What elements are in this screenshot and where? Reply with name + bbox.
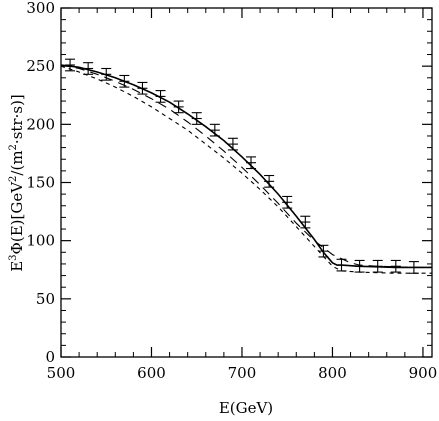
data-point	[155, 90, 166, 103]
series-line-solid	[61, 64, 432, 269]
y-tick-label: 50	[36, 290, 55, 308]
y-label-middle2-sup: 2	[8, 144, 19, 150]
series-line-long-dash	[61, 64, 432, 268]
y-label-middle2: /(m	[8, 150, 26, 175]
y-tick-label: 300	[26, 0, 55, 17]
data-point	[137, 81, 148, 95]
data-point	[372, 259, 383, 273]
y-axis-label: E3Φ(E)[GeV2/(m2·str·s)]	[8, 94, 26, 272]
data-point	[264, 174, 275, 188]
data-point	[336, 258, 347, 272]
data-point	[101, 67, 112, 81]
data-point	[209, 123, 220, 137]
y-label-prefix-sup: 3	[8, 254, 19, 260]
x-tick-label: 800	[318, 364, 347, 382]
data-point	[65, 58, 76, 72]
data-point	[354, 259, 365, 273]
series-line-short-dash	[61, 65, 432, 274]
x-tick-label: 500	[47, 364, 76, 382]
x-axis-label: E(GeV)	[219, 399, 273, 417]
y-label-middle: Φ(E)[GeV	[8, 181, 26, 255]
y-tick-label: 200	[26, 115, 55, 133]
data-point	[119, 74, 130, 88]
data-point	[408, 261, 419, 274]
data-point	[173, 100, 184, 114]
y-tick-label: 150	[26, 174, 55, 192]
data-point	[282, 195, 293, 209]
data-point	[318, 244, 329, 258]
y-label-middle-sup: 2	[8, 176, 19, 182]
y-label-suffix: ·str·s)]	[8, 94, 26, 144]
plot-area	[60, 7, 433, 358]
data-point	[191, 112, 202, 125]
y-tick-label: 250	[26, 57, 55, 75]
data-point	[300, 215, 311, 229]
data-point	[246, 156, 257, 170]
axis-ticks	[60, 7, 432, 358]
data-point	[83, 62, 94, 75]
data-point	[227, 137, 238, 151]
y-tick-label: 100	[26, 232, 55, 250]
x-tick-label: 600	[137, 364, 166, 382]
y-label-prefix: E	[8, 261, 26, 272]
x-tick-label: 700	[228, 364, 257, 382]
y-tick-label: 0	[45, 348, 55, 366]
tick-labels: 500 600 700 800 900 0 50 100 150 200 250 300	[26, 0, 437, 382]
plot-frame	[60, 7, 433, 358]
x-tick-label: 900	[409, 364, 438, 382]
data-point	[390, 259, 401, 273]
